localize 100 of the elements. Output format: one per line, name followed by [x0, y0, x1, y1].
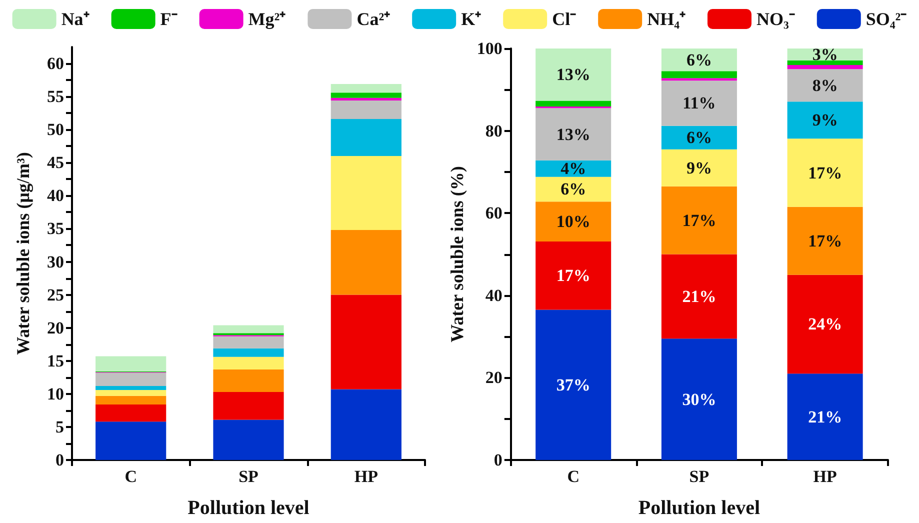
bar [536, 202, 612, 242]
data-label: 17% [682, 210, 716, 230]
bar [213, 420, 284, 460]
bar [536, 241, 612, 310]
bar [330, 156, 402, 230]
bar [787, 60, 863, 65]
legend-label: NH₄⁺ [647, 9, 686, 29]
y-tick-label: 60 [47, 54, 64, 74]
bar [661, 71, 737, 78]
data-label: 9% [812, 110, 838, 130]
y-tick-label: 0 [56, 450, 64, 470]
data-label: 24% [808, 314, 842, 334]
y-tick-label: 10 [47, 384, 64, 404]
y-tick-label: 35 [47, 219, 64, 238]
bar [661, 338, 737, 460]
legend-label: F⁻ [160, 9, 178, 29]
bar [213, 325, 284, 334]
y-tick-label: 5 [56, 417, 64, 436]
x-tick-label: C [567, 467, 580, 486]
bar [213, 348, 284, 357]
bar [661, 78, 737, 81]
y-tick-label: 60 [485, 204, 502, 223]
data-label: 9% [686, 158, 712, 178]
x-tick-label: HP [354, 467, 378, 486]
bar [330, 92, 402, 98]
bar [213, 392, 284, 420]
y-axis-title: Water soluble ions (μg/m³) [13, 152, 33, 355]
data-label: 6% [686, 128, 712, 148]
x-axis-title: Pollution level [188, 497, 310, 519]
bar [661, 126, 737, 150]
bar [96, 386, 166, 390]
y-tick-label: 50 [47, 120, 64, 140]
bar [96, 372, 166, 386]
bar [330, 100, 402, 120]
y-tick-label: 20 [47, 318, 64, 338]
data-label: 37% [556, 375, 590, 394]
bar [536, 48, 612, 101]
y-tick-label: 45 [47, 153, 64, 172]
data-label: 30% [682, 390, 716, 409]
bar [330, 84, 402, 93]
bar [96, 390, 166, 396]
bar [330, 230, 402, 295]
bar [213, 369, 284, 392]
data-label: 17% [556, 266, 590, 286]
bar [787, 206, 863, 275]
legend-label: NO₃⁻ [756, 9, 795, 29]
data-label: 21% [682, 286, 716, 306]
data-label: 13% [556, 124, 590, 144]
y-tick-label: 40 [485, 286, 502, 305]
legend-label: K⁺ [461, 9, 482, 29]
legend-label: Mg²⁺ [248, 9, 286, 29]
bar [96, 404, 166, 422]
data-label: 17% [808, 163, 842, 182]
y-tick-label: 40 [47, 186, 64, 206]
y-tick-label: 100 [476, 39, 502, 58]
data-label: 6% [560, 180, 586, 199]
bar [536, 100, 612, 107]
bar [787, 374, 863, 460]
y-axis-title: Water soluble ions (%) [447, 166, 467, 342]
y-tick-label: 20 [485, 368, 502, 388]
data-label: 6% [686, 50, 712, 70]
legend-label: Cl⁻ [552, 9, 576, 29]
bar [213, 336, 284, 348]
bar [661, 48, 737, 72]
data-label: 4% [560, 159, 586, 178]
y-tick-label: 25 [47, 285, 64, 304]
data-label: 10% [556, 212, 590, 232]
bar [213, 356, 284, 370]
bar [536, 310, 612, 460]
bar [787, 69, 863, 102]
x-tick-label: HP [813, 467, 837, 486]
legend-label: Na⁺ [61, 9, 90, 29]
legend-label: SO₄²⁻ [866, 9, 907, 29]
legend-label: Ca²⁺ [356, 9, 390, 29]
bar [787, 274, 863, 374]
x-tick-label: SP [689, 467, 710, 486]
bar [536, 108, 612, 160]
y-tick-label: 15 [47, 351, 64, 370]
bar [661, 254, 737, 339]
y-tick-label: 80 [485, 121, 502, 140]
x-tick-label: C [124, 467, 137, 486]
bar [661, 186, 737, 254]
x-tick-label: SP [238, 467, 258, 486]
bar [536, 176, 612, 202]
y-tick-label: 30 [47, 252, 64, 272]
y-tick-label: 0 [494, 450, 502, 470]
bar [330, 294, 402, 390]
bar [96, 356, 166, 372]
bar [661, 149, 737, 186]
bar [96, 396, 166, 404]
data-label: 13% [556, 65, 590, 84]
bar [787, 64, 863, 70]
bar [787, 138, 863, 207]
data-label: 21% [808, 407, 842, 426]
bar [330, 98, 402, 101]
bar [661, 80, 737, 126]
data-label: 3% [812, 44, 838, 64]
x-axis-title: Pollution level [638, 497, 760, 519]
bar [787, 102, 863, 139]
bar [96, 422, 166, 460]
